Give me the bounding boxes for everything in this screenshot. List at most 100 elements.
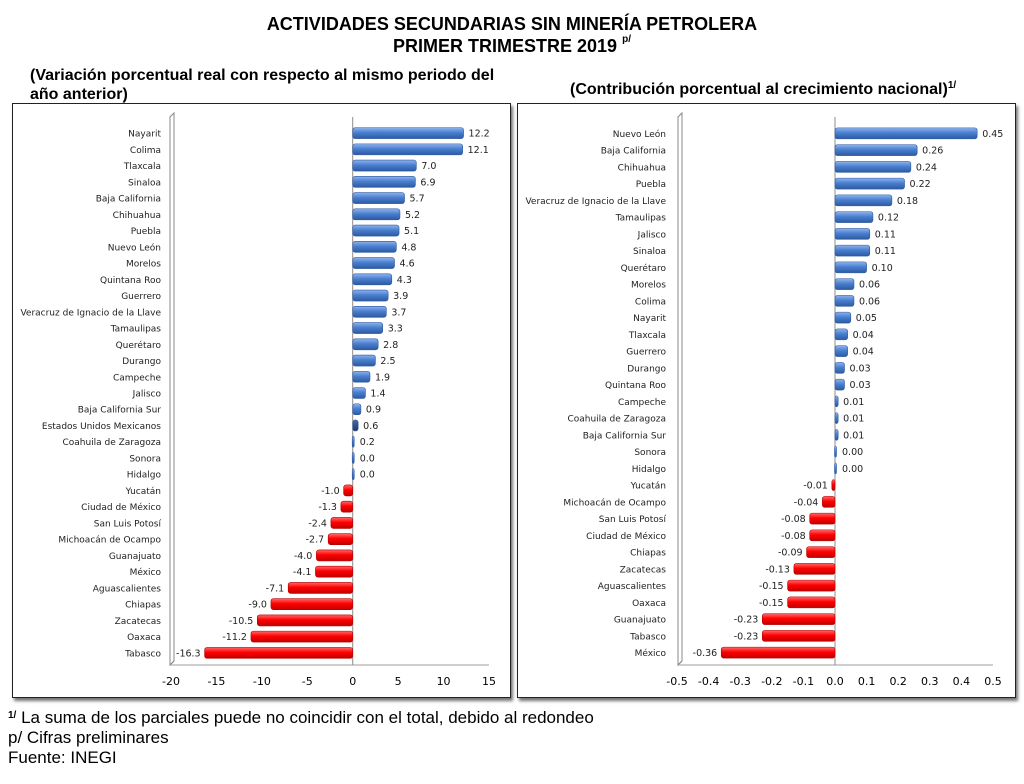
data-label: 2.5 [380,356,395,367]
bar-hidalgo [834,462,837,475]
category-label: Yucatán [630,482,666,492]
data-label: 0.0 [360,453,375,464]
data-label: -0.13 [765,564,790,575]
category-label: Sinaloa [633,247,666,257]
footnotes: 1/ La suma de los parciales puede no coi… [8,708,594,768]
data-label: -4.0 [294,551,313,562]
data-label: -2.4 [308,518,327,529]
bar-colima [352,143,463,156]
variation-bar-chart: -20 -15 -10 -5 0 5 10 15 Nayarit 12.2 Colima 12.1 Tl… [20,111,496,688]
data-label: 4.6 [400,259,415,270]
category-label: Zacatecas [620,565,667,575]
data-label: 3.3 [388,324,403,335]
data-label: 0.04 [853,330,874,341]
category-label: Baja California [96,195,161,205]
bar-veracruz-de-ignacio-de-la-llave [834,194,893,207]
x-tick-label: -0.1 [793,675,814,688]
x-tick-label: -0.3 [729,675,750,688]
bar-chihuahua [352,208,401,221]
data-label: -0.23 [734,615,759,626]
category-label: Tabasco [124,649,161,659]
bar-tamaulipas [834,211,874,223]
data-label: -9.0 [248,600,267,611]
category-label: Ciudad de México [586,531,666,542]
chart-subtitle-period: PRIMER TRIMESTRE 2019 p/ [0,34,1024,57]
bar-estados-unidos-mexicanos [352,419,359,432]
data-label: -0.04 [794,497,819,508]
bar-san-luis-potos- [809,512,836,525]
data-label: 0.24 [916,162,937,173]
bar-tabasco [204,647,354,659]
data-label: 0.03 [849,380,870,391]
bar-ciudad-de-m-xico [340,500,354,513]
bar-tamaulipas [352,322,383,334]
category-label: Michoacán de Ocampo [58,536,161,546]
category-label: Tlaxcala [123,162,161,172]
category-label: Durango [627,364,666,374]
category-label: Coahuila de Zaragoza [567,415,666,425]
footnote-rounding: 1/ La suma de los parciales puede no coi… [8,708,594,728]
category-label: Coahuila de Zaragoza [62,438,161,448]
category-label: Aguascalientes [598,582,667,592]
category-label: Nuevo León [108,242,161,253]
x-tick-label: 5 [395,675,402,688]
category-label: Campeche [113,373,161,383]
bar-baja-california-sur [834,429,839,441]
data-label: 2.8 [383,340,398,351]
right-chart-frame: -0.5 -0.4 -0.3 -0.2 -0.1 0.0 0.1 0.2 0.3 0.4 0.5 Nu… [517,103,1016,698]
bar-m-xico [720,646,836,659]
x-tick-label: 10 [437,675,451,688]
category-label: Puebla [131,227,161,237]
category-label: Durango [122,357,161,367]
data-label: 0.2 [360,437,375,448]
data-label: -0.15 [759,581,784,592]
category-label: Nuevo León [613,129,666,140]
data-label: -0.23 [734,631,759,642]
left-chart-frame: -20 -15 -10 -5 0 5 10 15 Nayarit 12.2 Colima 12.1 Tl… [12,103,511,698]
category-label: Puebla [636,180,666,190]
x-tick-label: -10 [253,675,271,688]
bar-zacatecas [257,614,354,627]
bar-zacatecas [793,563,836,575]
footnote-rounding-marker: 1/ [8,710,17,721]
data-label: -16.3 [176,648,201,659]
right-subtitle-text: (Contribución porcentual al crecimiento … [570,81,948,98]
data-label: 6.9 [420,177,435,188]
x-tick-label: -15 [207,675,225,688]
footnote-marker: 1/ [947,80,957,91]
bar-quintana-roo [352,273,393,286]
bar-coahuila-de-zaragoza [351,435,355,448]
bar-baja-california [352,192,405,204]
footnote-preliminary: p/ Cifras preliminares [8,728,169,747]
x-tick-label: 0.3 [921,675,939,688]
bar-oaxaca [250,630,354,643]
x-tick-label: 0.2 [889,675,907,688]
category-label: Quintana Roo [605,381,666,391]
category-label: San Luis Potosí [599,515,667,525]
data-label: 0.45 [982,129,1003,140]
category-label: Baja California [601,147,666,157]
data-label: 1.9 [375,372,390,383]
category-label: Guanajuato [109,552,162,562]
data-label: 0.11 [875,229,896,240]
bar-tlaxcala [834,328,848,341]
category-label: Ciudad de México [81,502,161,513]
bar-michoac-n-de-ocampo [327,533,354,545]
category-label: Colima [635,297,666,307]
bar-ciudad-de-m-xico [809,529,836,542]
category-label: Chiapas [125,601,161,611]
data-label: -0.08 [781,514,806,525]
category-label: Colima [130,146,161,156]
category-label: Sonora [129,454,161,464]
data-label: 3.9 [393,291,408,302]
bar-durango [352,354,376,367]
bar-campeche [352,370,371,383]
bar-durango [834,362,845,374]
data-label: 7.0 [421,161,436,172]
contribution-bar-chart: -0.5 -0.4 -0.3 -0.2 -0.1 0.0 0.1 0.2 0.3 0.4 0.5 Nu… [525,111,1003,688]
data-label: 5.2 [405,210,420,221]
x-tick-label: 0 [349,675,356,688]
category-label: Sonora [634,448,666,458]
data-label: -0.15 [759,598,784,609]
x-tick-label: 15 [482,675,496,688]
